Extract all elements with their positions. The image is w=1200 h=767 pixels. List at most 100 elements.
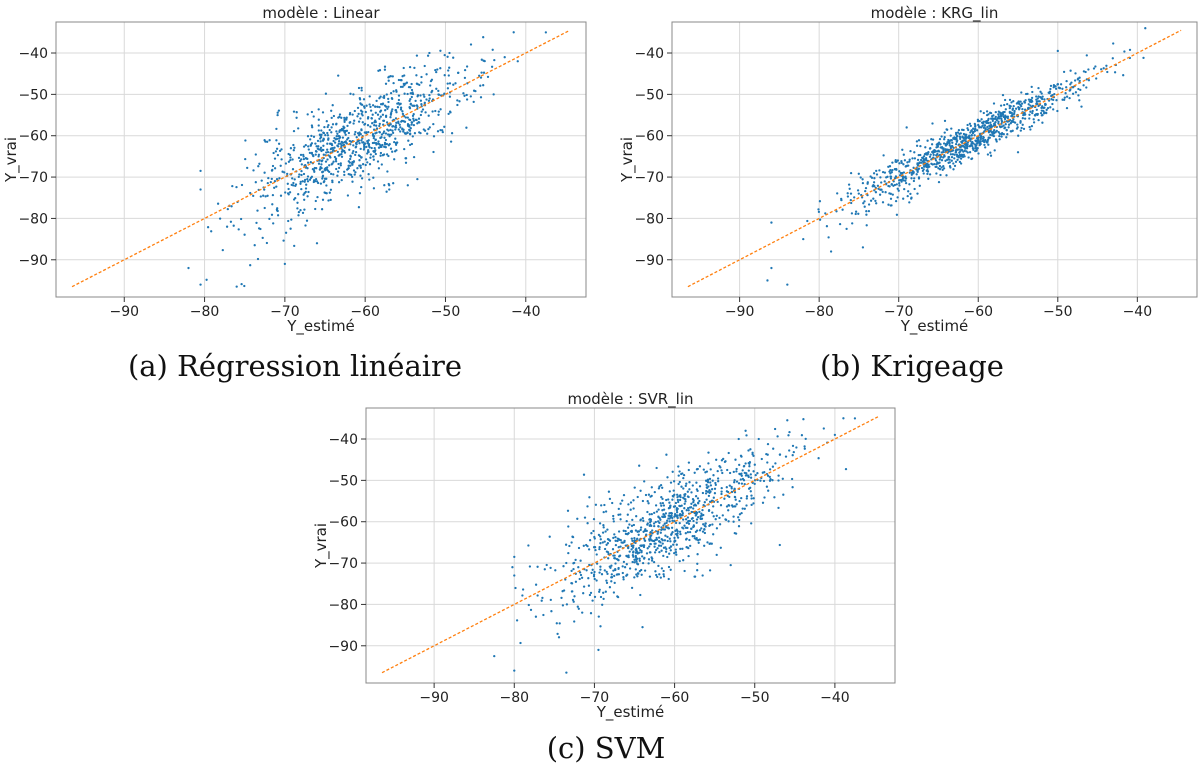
data-point (709, 481, 712, 484)
data-point (376, 142, 380, 145)
data-point (661, 509, 664, 512)
data-point (948, 158, 951, 161)
data-point (942, 148, 945, 152)
data-point (702, 523, 705, 526)
data-point (749, 448, 752, 451)
data-point (897, 189, 900, 192)
data-point (424, 111, 427, 114)
data-point (703, 524, 706, 527)
data-point (913, 157, 917, 160)
data-point (943, 135, 946, 139)
data-point (737, 525, 741, 528)
data-point (656, 532, 659, 535)
data-point (1043, 106, 1046, 109)
data-point (686, 516, 690, 519)
data-point (921, 169, 925, 173)
data-point (1113, 71, 1117, 74)
data-point (1005, 129, 1008, 132)
data-point (713, 492, 717, 495)
data-point (962, 150, 965, 153)
data-point (479, 76, 483, 79)
data-point (326, 166, 329, 169)
data-point (727, 504, 730, 507)
data-point (967, 156, 970, 159)
data-point (939, 143, 942, 146)
data-point (235, 185, 238, 189)
data-point (347, 131, 351, 135)
data-point (781, 477, 784, 480)
data-point (306, 180, 310, 183)
data-point (331, 149, 335, 152)
data-point (770, 221, 773, 224)
data-point (1018, 107, 1021, 110)
data-point (778, 543, 781, 547)
data-point (430, 78, 434, 81)
data-point (598, 547, 601, 551)
data-point (641, 517, 644, 520)
data-point (343, 126, 346, 129)
data-point (279, 194, 283, 197)
data-point (664, 512, 668, 515)
data-point (336, 174, 339, 177)
data-point (672, 505, 676, 508)
data-point (572, 600, 575, 603)
data-point (993, 122, 996, 125)
data-point (244, 139, 247, 142)
scatter-panel-linear: −90 −80 −70 −60 −50 −40−40−50−60−70−80−90modè… (2, 4, 587, 336)
data-point (940, 166, 943, 169)
data-point (822, 427, 825, 430)
data-point (426, 132, 429, 135)
data-point (611, 501, 614, 505)
data-point (626, 526, 630, 529)
data-point (337, 162, 340, 166)
data-point (965, 133, 968, 136)
data-point (1069, 83, 1072, 86)
data-point (978, 119, 981, 123)
data-point (1042, 109, 1045, 113)
data-point (682, 559, 685, 562)
data-point (1050, 94, 1053, 98)
data-point (363, 122, 367, 126)
data-point (1031, 104, 1035, 108)
data-point (1020, 91, 1023, 94)
data-point (394, 137, 397, 140)
data-point (698, 465, 702, 468)
data-point (402, 130, 405, 133)
data-point (406, 184, 409, 187)
y-tick-label: −50 (634, 87, 664, 103)
data-point (330, 109, 333, 112)
data-point (1100, 68, 1103, 71)
data-point (337, 142, 340, 145)
data-point (632, 523, 636, 527)
data-point (938, 158, 941, 161)
data-point (349, 120, 352, 124)
data-point (232, 224, 235, 227)
data-point (324, 169, 327, 172)
data-point (730, 490, 734, 494)
data-point (324, 133, 327, 137)
data-point (415, 54, 419, 57)
data-point (342, 143, 346, 147)
data-point (670, 512, 674, 515)
data-point (602, 526, 605, 529)
data-point (1065, 79, 1068, 83)
data-point (387, 100, 390, 104)
data-point (336, 132, 339, 135)
data-point (307, 190, 310, 194)
data-point (991, 115, 994, 118)
data-point (325, 192, 328, 195)
data-point (891, 161, 894, 164)
data-point (763, 496, 766, 499)
data-point (774, 462, 777, 465)
data-point (408, 143, 412, 147)
data-point (747, 469, 750, 472)
data-point (359, 147, 362, 151)
data-point (689, 506, 693, 509)
data-point (1030, 96, 1034, 100)
data-point (1031, 109, 1034, 113)
data-point (983, 124, 987, 127)
data-point (267, 176, 270, 180)
data-point (589, 591, 593, 595)
data-point (322, 153, 325, 156)
data-point (681, 472, 684, 475)
